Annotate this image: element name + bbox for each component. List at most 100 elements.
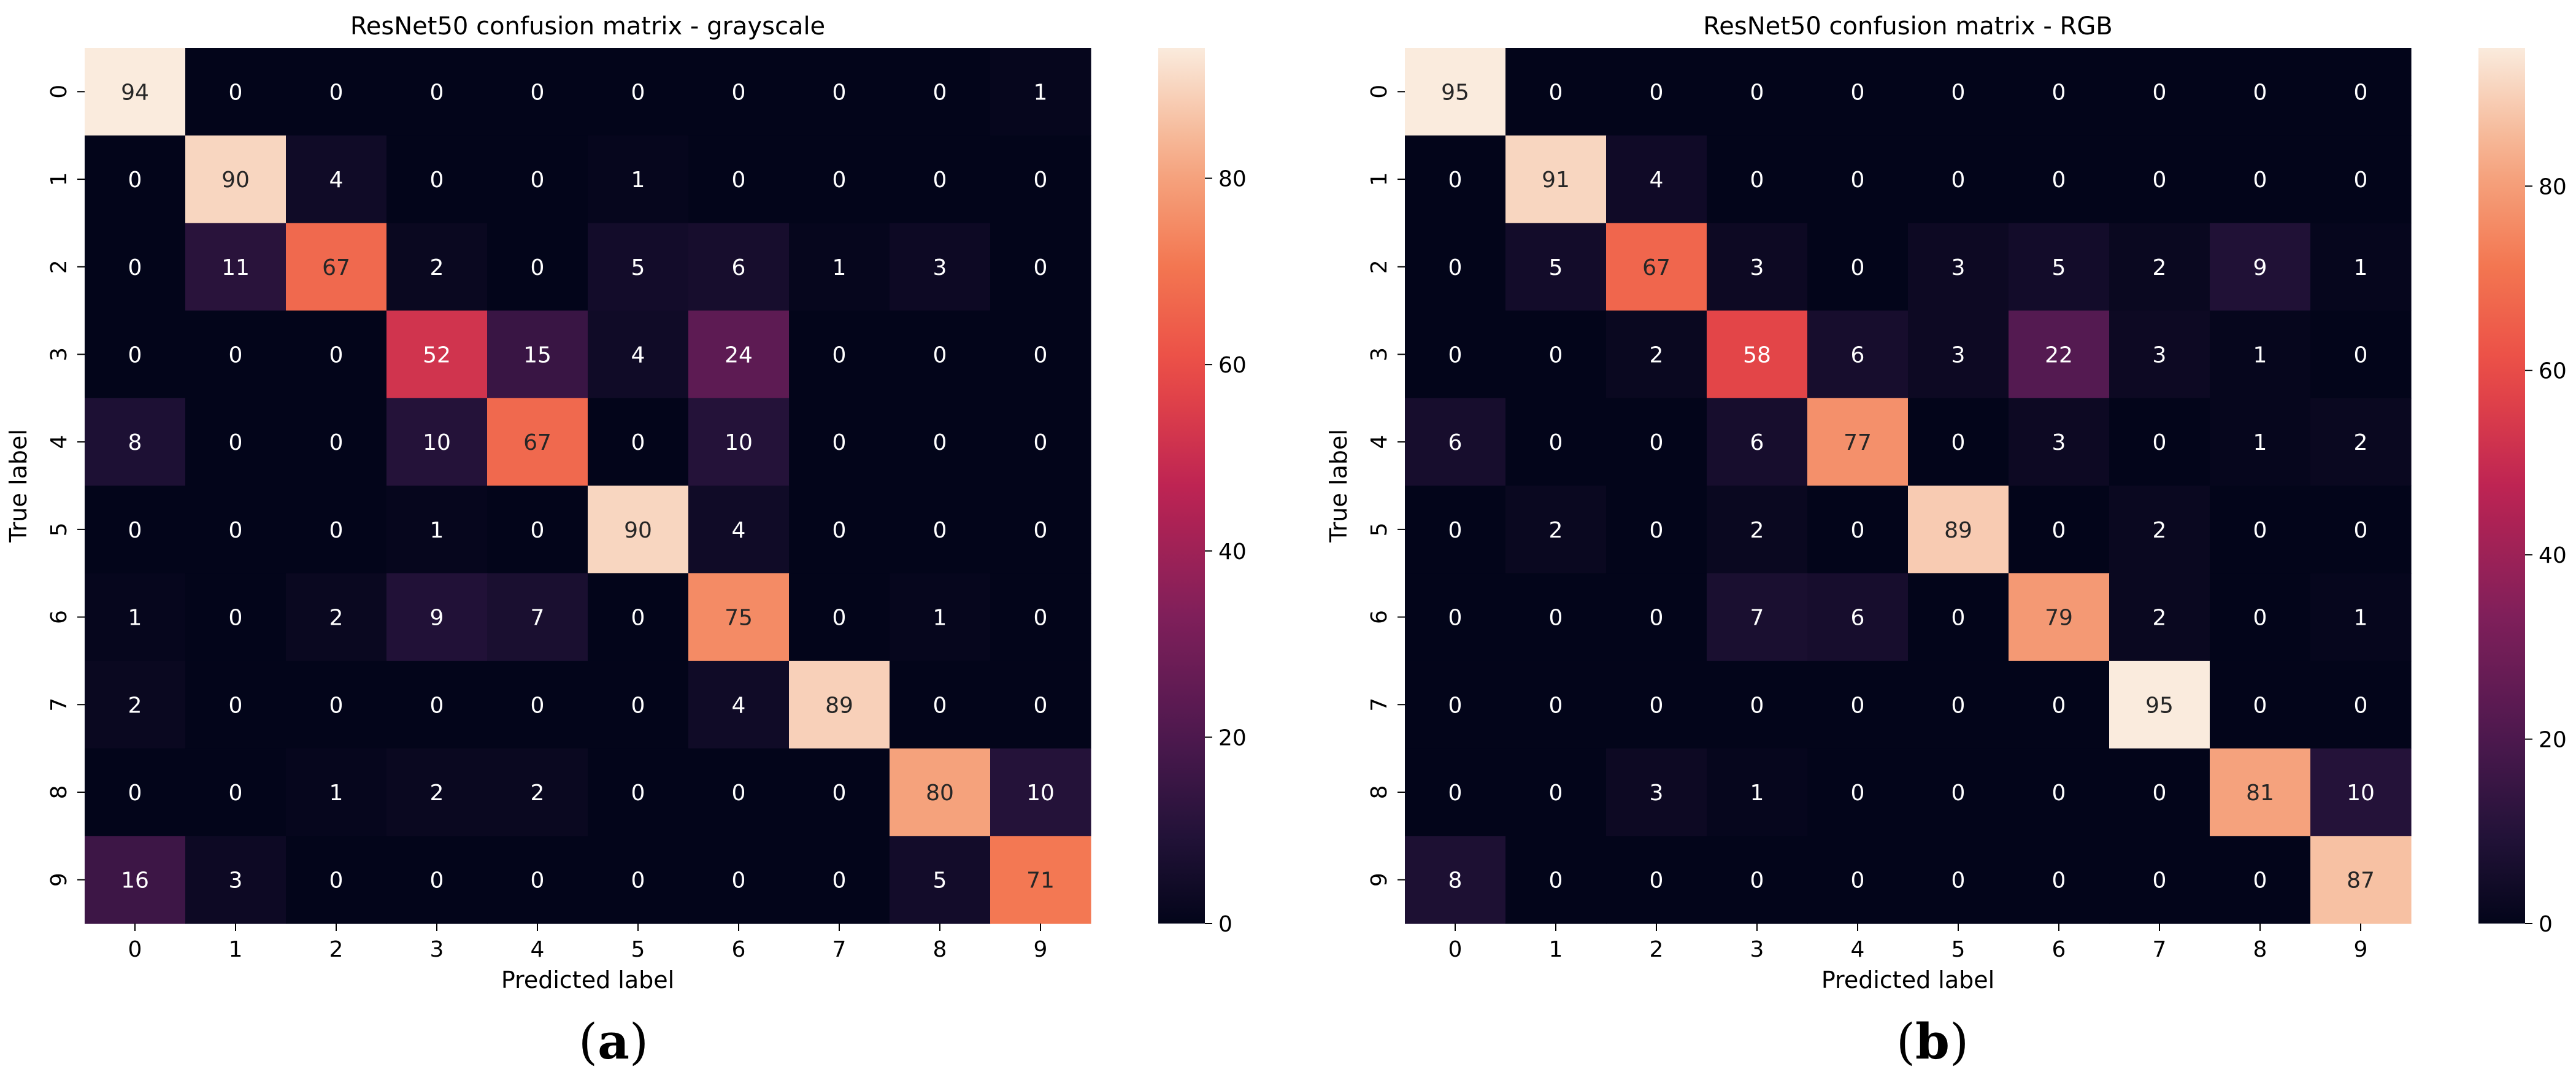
cell-value: 1 — [2253, 430, 2267, 455]
cell-value: 0 — [1034, 518, 1048, 543]
cell-value: 0 — [229, 342, 243, 368]
heatmap-cell — [1807, 660, 1909, 749]
cell-value: 95 — [1441, 80, 1469, 105]
cell-value: 0 — [2253, 518, 2267, 543]
cell-value: 0 — [631, 430, 645, 455]
cell-value: 0 — [1549, 430, 1563, 455]
heatmap-cell — [2310, 836, 2412, 924]
heatmap-cell — [386, 223, 488, 311]
cell-value: 0 — [1549, 781, 1563, 806]
cell-value: 0 — [229, 606, 243, 631]
cell-value: 0 — [832, 781, 847, 806]
heatmap-cell — [2310, 660, 2412, 749]
cell-value: 9 — [2253, 255, 2267, 280]
cell-value: 1 — [1034, 80, 1048, 105]
heatmap-cell — [588, 748, 689, 836]
heatmap-cell — [2109, 660, 2210, 749]
cell-value: 0 — [128, 255, 142, 280]
x-tick-label: 8 — [933, 937, 947, 962]
heatmap-cell — [85, 573, 186, 662]
cell-value: 0 — [1750, 693, 1764, 718]
heatmap-cell — [1606, 660, 1707, 749]
heatmap-cell — [1707, 660, 1808, 749]
heatmap-cell — [588, 485, 689, 574]
cell-value: 0 — [933, 430, 947, 455]
cell-value: 6 — [1750, 430, 1764, 455]
x-tick-label: 0 — [128, 937, 142, 962]
cell-value: 91 — [1542, 168, 1570, 193]
x-tick-label: 7 — [832, 937, 847, 962]
heatmap-cell — [85, 48, 186, 136]
cell-value: 0 — [1549, 606, 1563, 631]
cell-value: 67 — [1642, 255, 1671, 280]
cell-value: 0 — [1951, 80, 1966, 105]
cell-value: 7 — [531, 606, 545, 631]
heatmap-cell — [185, 311, 286, 399]
y-tick-label: 7 — [47, 698, 72, 712]
cell-value: 95 — [2145, 693, 2174, 718]
heatmap-cell — [487, 223, 588, 311]
heatmap-cell — [85, 223, 186, 311]
heatmap-cell — [2109, 135, 2210, 223]
cell-value: 0 — [1951, 430, 1966, 455]
cell-value: 22 — [2045, 342, 2073, 368]
cell-value: 0 — [1650, 80, 1664, 105]
cell-value: 0 — [1750, 80, 1764, 105]
cell-value: 0 — [1549, 693, 1563, 718]
heatmap-cell — [2210, 485, 2311, 574]
heatmap-cell — [185, 485, 286, 574]
x-tick-label: 4 — [1851, 937, 1865, 962]
y-tick-label: 5 — [47, 522, 72, 536]
heatmap-cell — [1505, 311, 1607, 399]
heatmap-cell — [688, 135, 790, 223]
y-tick-label: 2 — [47, 260, 72, 274]
heatmap-cell — [2210, 836, 2311, 924]
cell-value: 11 — [221, 255, 250, 280]
cell-value: 0 — [1650, 868, 1664, 893]
cell-value: 0 — [128, 168, 142, 193]
heatmap-cell — [1606, 135, 1707, 223]
cell-value: 2 — [1750, 518, 1764, 543]
cell-value: 0 — [2052, 168, 2066, 193]
heatmap-cell — [1405, 398, 1506, 487]
heatmap-cell — [185, 836, 286, 924]
cell-value: 0 — [329, 80, 344, 105]
heatmap-cell — [2210, 660, 2311, 749]
heatmap-cell — [789, 223, 890, 311]
heatmap-cell — [487, 485, 588, 574]
cell-value: 0 — [2052, 868, 2066, 893]
heatmap-cell — [185, 660, 286, 749]
heatmap-cell — [990, 748, 1091, 836]
heatmap-cell — [688, 836, 790, 924]
colorbar-tick-label: 0 — [1218, 912, 1232, 937]
x-axis-label: Predicted label — [1821, 966, 1994, 993]
heatmap-cell — [2009, 223, 2110, 311]
cell-value: 0 — [2354, 518, 2368, 543]
heatmap-cell — [1505, 748, 1607, 836]
cell-value: 0 — [2052, 781, 2066, 806]
heatmap-cell — [386, 573, 488, 662]
colorbar-tick-label: 80 — [1218, 167, 1247, 192]
cell-value: 3 — [1951, 255, 1966, 280]
cell-value: 0 — [2253, 868, 2267, 893]
y-tick-label: 6 — [1367, 610, 1392, 624]
heatmap-cell — [2109, 223, 2210, 311]
cell-value: 89 — [825, 693, 853, 718]
heatmap-cell — [1606, 836, 1707, 924]
y-tick-label: 1 — [47, 172, 72, 187]
cell-value: 81 — [2246, 781, 2274, 806]
heatmap-cell — [386, 311, 488, 399]
heatmap-cell — [789, 311, 890, 399]
cell-value: 0 — [1448, 693, 1463, 718]
x-tick-label: 6 — [2052, 937, 2066, 962]
cell-value: 4 — [1650, 168, 1664, 193]
cell-value: 0 — [531, 518, 545, 543]
heatmap-cell — [2310, 135, 2412, 223]
cell-value: 2 — [1549, 518, 1563, 543]
cell-value: 0 — [430, 868, 444, 893]
x-tick-label: 8 — [2253, 937, 2267, 962]
heatmap-cell — [286, 485, 387, 574]
heatmap-cell — [2109, 311, 2210, 399]
cell-value: 6 — [1448, 430, 1463, 455]
